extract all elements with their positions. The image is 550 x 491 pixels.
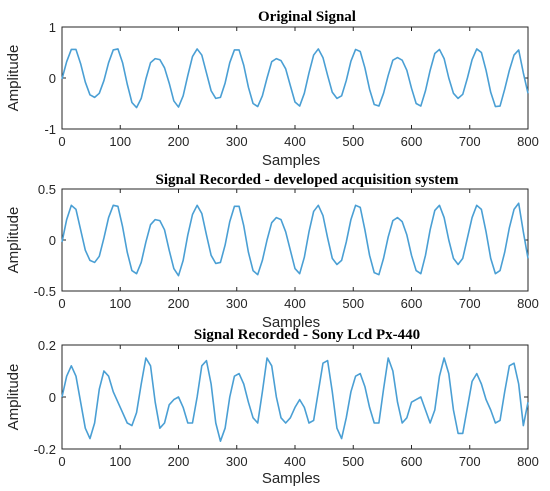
chart-title: Original Signal: [258, 9, 356, 25]
x-tick-label: 300: [226, 454, 248, 469]
x-tick-label: 700: [459, 134, 481, 149]
x-tick-label: 700: [459, 454, 481, 469]
x-tick-label: 500: [342, 134, 364, 149]
x-tick-label: 500: [342, 296, 364, 311]
plot-area: [61, 188, 529, 292]
x-tick-label: 0: [58, 454, 65, 469]
chart-panel-3: 0 100 200 300 400 500 600 700 800-0.200.2Signal …: [5, 327, 539, 487]
series-line-1: [61, 48, 529, 109]
series-line-1: [61, 357, 529, 443]
x-tick-label: 100: [109, 296, 131, 311]
x-tick-label: 800: [517, 296, 539, 311]
x-tick-label: 800: [517, 454, 539, 469]
y-axis-label: Amplitude: [5, 207, 22, 274]
plot-area: [61, 26, 529, 130]
y-tick-label: 0: [49, 233, 56, 248]
x-tick-label: 600: [401, 134, 423, 149]
x-tick-label: 100: [109, 134, 131, 149]
x-tick-label: 800: [517, 134, 539, 149]
y-axis-label: Amplitude: [5, 364, 22, 431]
x-tick-label: 300: [226, 134, 248, 149]
x-tick-label: 0: [58, 296, 65, 311]
x-tick-label: 200: [168, 134, 190, 149]
x-tick-label: 200: [168, 454, 190, 469]
x-tick-label: 400: [284, 134, 306, 149]
y-axis-label: Amplitude: [5, 45, 22, 112]
chart-panel-2: 0 100 200 300 400 500 600 700 800-0.500.5Signal …: [5, 172, 539, 331]
chart-title: Signal Recorded - Sony Lcd Px-440: [194, 327, 420, 343]
x-axis-label: Samples: [262, 314, 320, 331]
x-tick-label: 400: [284, 296, 306, 311]
x-tick-label: 300: [226, 296, 248, 311]
y-tick-label: 0.2: [38, 338, 56, 353]
x-tick-label: 500: [342, 454, 364, 469]
x-tick-label: 600: [401, 454, 423, 469]
x-axis-label: Samples: [262, 470, 320, 487]
y-tick-label: 1: [49, 20, 56, 35]
x-tick-label: 700: [459, 296, 481, 311]
y-tick-label: -0.5: [34, 284, 56, 299]
x-axis-label: Samples: [262, 152, 320, 169]
x-tick-label: 100: [109, 454, 131, 469]
y-tick-label: 0.5: [38, 182, 56, 197]
y-tick-label: -0.2: [34, 442, 56, 457]
x-tick-label: 600: [401, 296, 423, 311]
y-tick-label: 0: [49, 71, 56, 86]
series-line-1: [61, 202, 529, 277]
y-tick-label: -1: [44, 122, 56, 137]
x-tick-label: 400: [284, 454, 306, 469]
x-tick-label: 0: [58, 134, 65, 149]
y-tick-label: 0: [49, 390, 56, 405]
x-tick-label: 200: [168, 296, 190, 311]
chart-title: Signal Recorded - developed acquisition …: [156, 172, 459, 188]
